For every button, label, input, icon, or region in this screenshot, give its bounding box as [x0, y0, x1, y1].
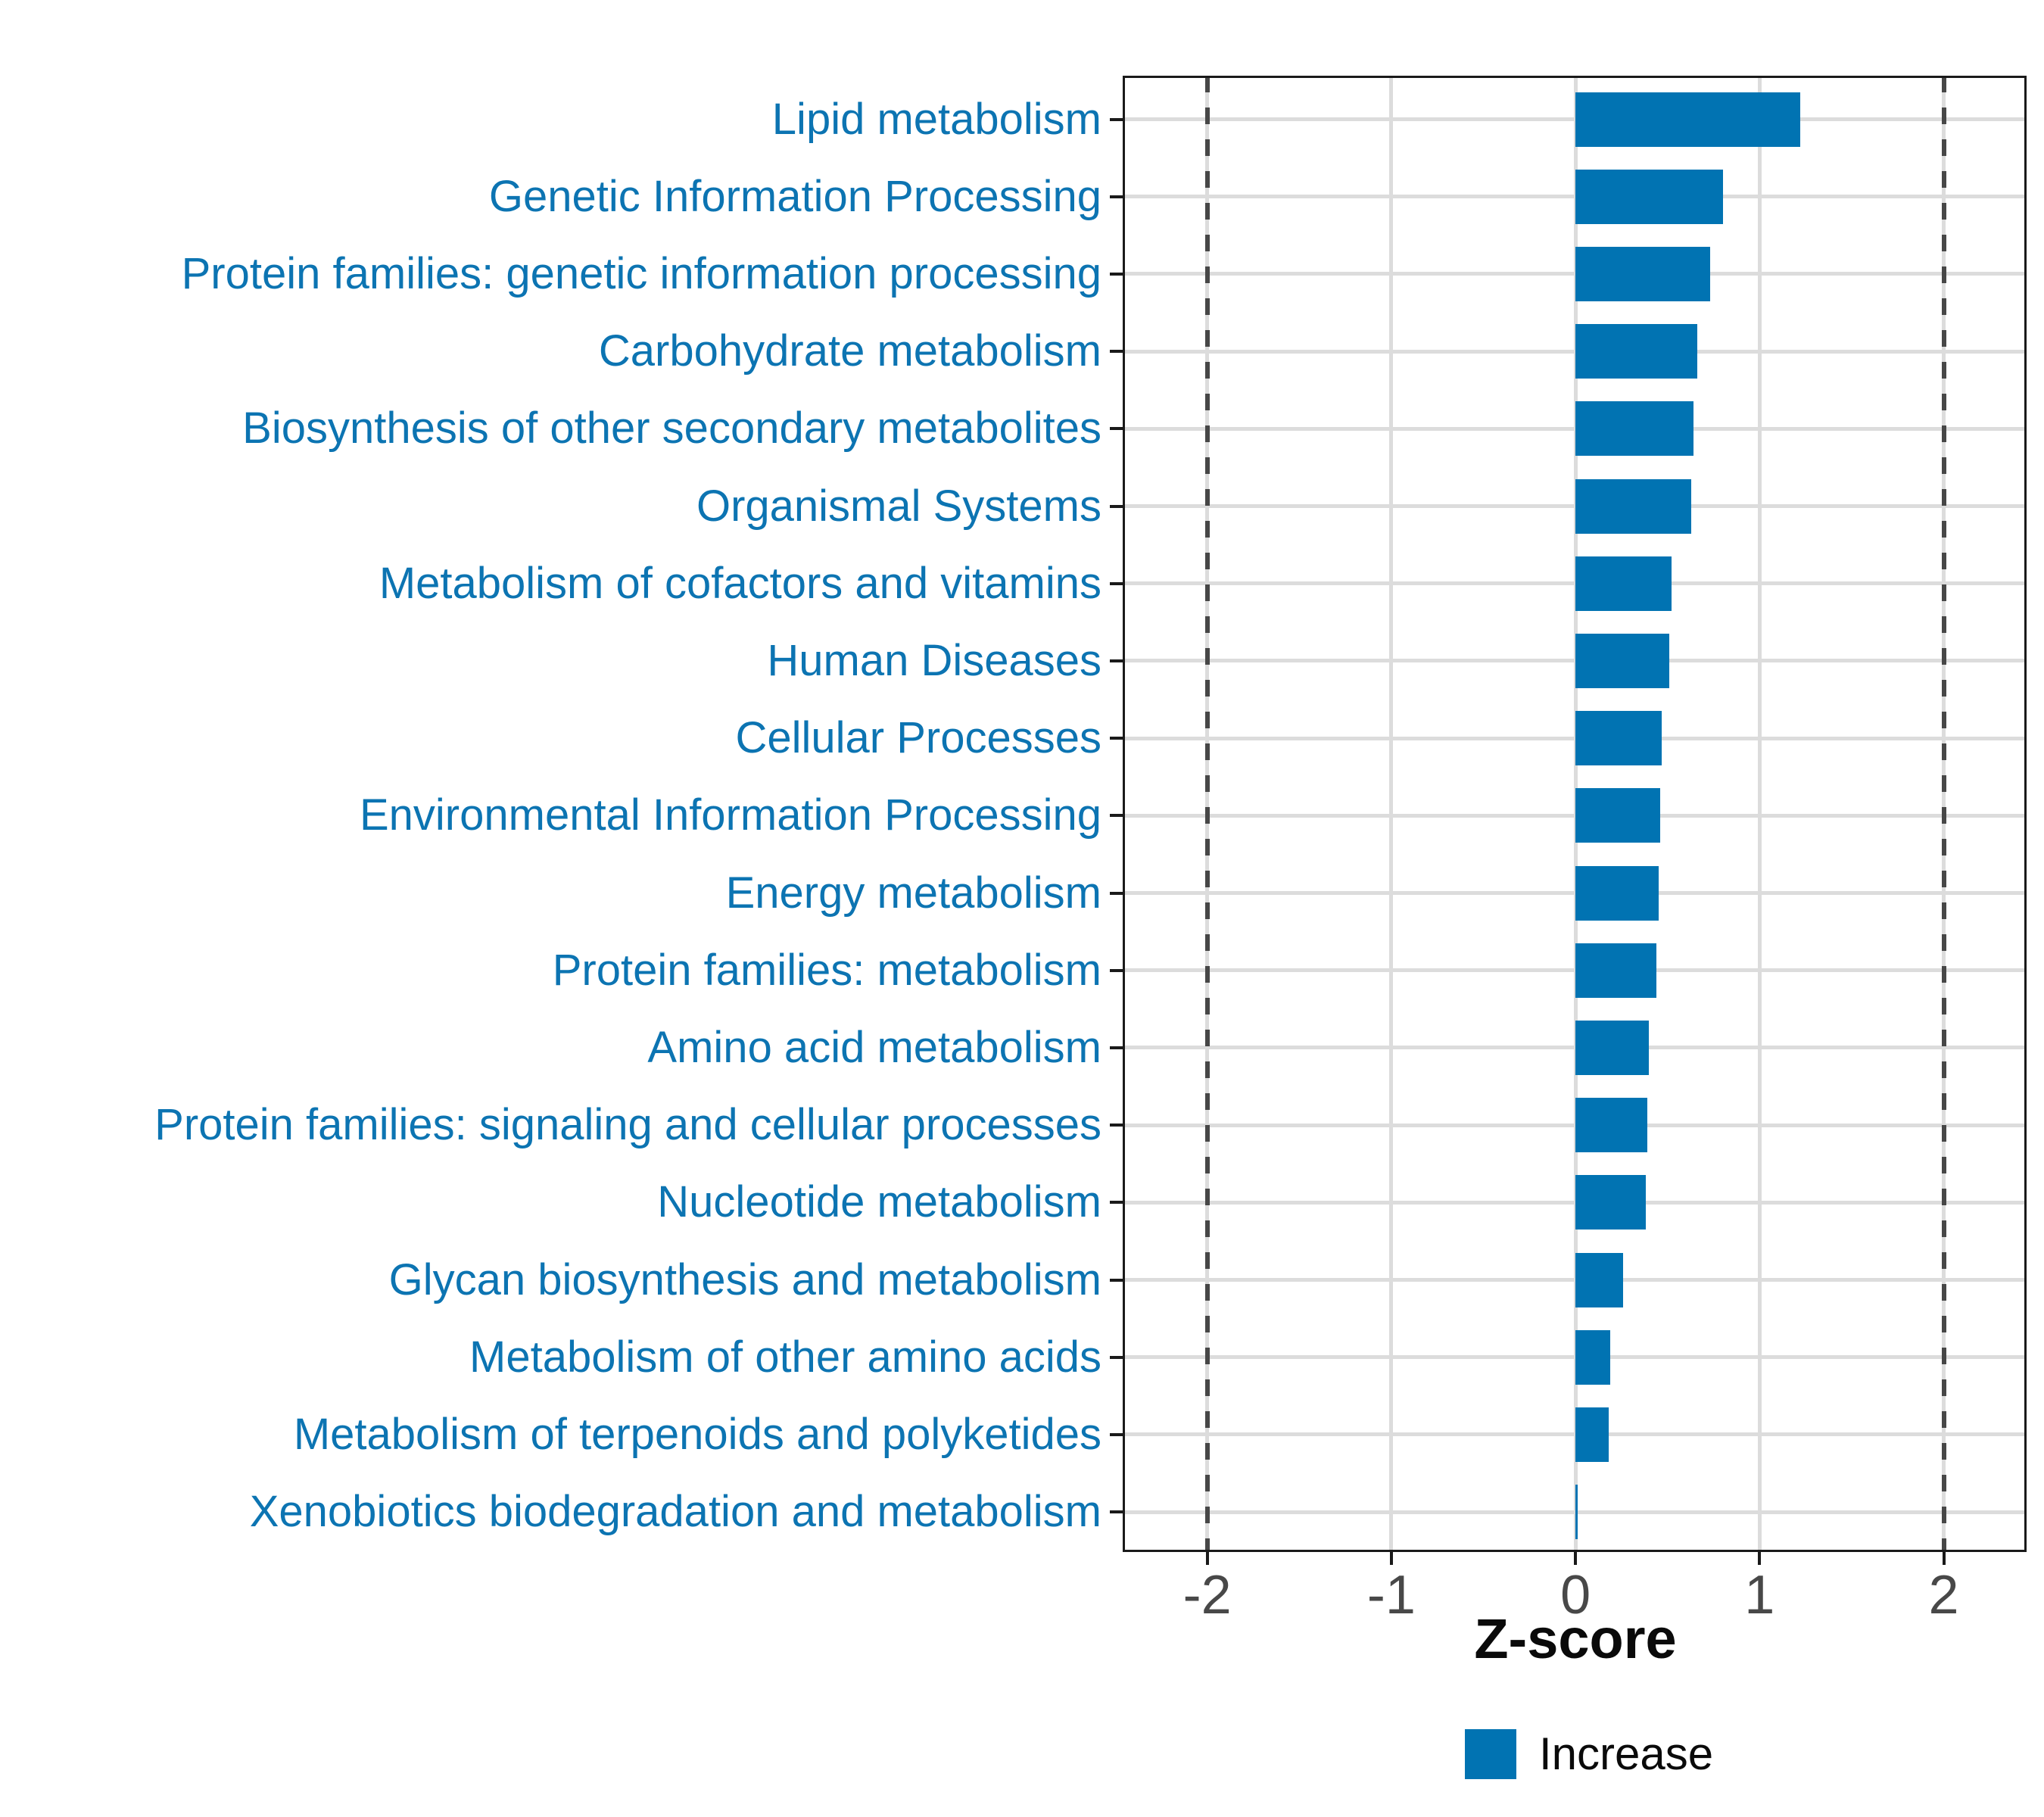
y-tick-mark — [1110, 504, 1123, 508]
bar — [1575, 788, 1660, 843]
y-gridline — [1123, 1123, 2027, 1127]
y-tick-mark — [1110, 1046, 1123, 1049]
y-tick-mark — [1110, 272, 1123, 276]
bar — [1575, 169, 1723, 224]
y-axis-category-label: Amino acid metabolism — [647, 1022, 1101, 1072]
reference-dashed-line — [1941, 76, 1946, 1552]
y-axis-category-label: Metabolism of cofactors and vitamins — [379, 558, 1101, 608]
y-tick-mark — [1110, 737, 1123, 740]
y-gridline — [1123, 117, 2027, 121]
y-tick-mark — [1110, 1278, 1123, 1282]
y-axis-category-label: Xenobiotics biodegradation and metabolis… — [249, 1487, 1101, 1537]
y-gridline — [1123, 1510, 2027, 1514]
legend: Increase — [1465, 1729, 1713, 1779]
y-gridline — [1123, 272, 2027, 276]
x-tick-mark — [1758, 1552, 1762, 1565]
bar — [1575, 92, 1800, 147]
y-gridline — [1123, 504, 2027, 508]
y-tick-mark — [1110, 427, 1123, 431]
bar — [1575, 1098, 1647, 1153]
y-gridline — [1123, 581, 2027, 586]
y-gridline — [1123, 195, 2027, 199]
y-gridline — [1123, 813, 2027, 818]
x-tick-mark — [1574, 1552, 1578, 1565]
x-tick-label: -2 — [1182, 1565, 1232, 1625]
bar — [1575, 1252, 1624, 1307]
y-axis-category-label: Energy metabolism — [725, 868, 1101, 918]
x-tick-label: 0 — [1560, 1565, 1591, 1625]
y-tick-mark — [1110, 814, 1123, 818]
y-axis-category-label: Protein families: metabolism — [552, 945, 1101, 995]
y-axis-category-label: Environmental Information Processing — [359, 790, 1101, 840]
y-tick-mark — [1110, 1432, 1123, 1436]
y-gridline — [1123, 659, 2027, 663]
y-axis-category-label: Nucleotide metabolism — [657, 1177, 1101, 1227]
y-axis-category-label: Protein families: genetic information pr… — [181, 248, 1101, 298]
y-gridline — [1123, 349, 2027, 354]
bar — [1575, 711, 1662, 766]
y-axis-category-label: Human Diseases — [767, 635, 1101, 685]
y-gridline — [1123, 1200, 2027, 1205]
y-tick-mark — [1110, 581, 1123, 585]
y-tick-mark — [1110, 659, 1123, 662]
x-tick-label: 2 — [1928, 1565, 1959, 1625]
x-tick-mark — [1942, 1552, 1946, 1565]
y-axis-category-label: Metabolism of other amino acids — [469, 1332, 1101, 1382]
y-tick-mark — [1110, 195, 1123, 198]
x-axis-title: Z-score — [1474, 1607, 1677, 1670]
reference-dashed-line — [1204, 76, 1210, 1552]
y-tick-mark — [1110, 117, 1123, 121]
bar — [1575, 401, 1693, 457]
x-tick-mark — [1205, 1552, 1209, 1565]
bar — [1575, 324, 1697, 379]
legend-swatch-increase — [1465, 1729, 1516, 1779]
y-tick-mark — [1110, 891, 1123, 895]
bar — [1575, 1020, 1650, 1075]
plot-panel — [1123, 76, 2027, 1552]
y-tick-mark — [1110, 968, 1123, 972]
y-gridline — [1123, 1278, 2027, 1282]
y-axis-category-label: Lipid metabolism — [771, 94, 1101, 144]
y-gridline — [1123, 736, 2027, 740]
y-axis-category-label: Glycan biosynthesis and metabolism — [388, 1254, 1101, 1304]
y-tick-mark — [1110, 1510, 1123, 1514]
y-axis-category-label: Carbohydrate metabolism — [598, 326, 1101, 376]
bar — [1575, 478, 1692, 534]
x-tick-label: 1 — [1744, 1565, 1775, 1625]
y-gridline — [1123, 1432, 2027, 1437]
bar — [1575, 1407, 1609, 1462]
bar — [1575, 1175, 1646, 1230]
bar — [1575, 865, 1659, 921]
y-axis-category-label: Organismal Systems — [696, 481, 1101, 531]
x-tick-mark — [1389, 1552, 1393, 1565]
y-tick-mark — [1110, 350, 1123, 354]
legend-label-increase: Increase — [1539, 1728, 1714, 1779]
y-axis-category-label: Genetic Information Processing — [488, 171, 1101, 221]
bar — [1575, 556, 1672, 611]
y-gridline — [1123, 968, 2027, 973]
bar — [1575, 633, 1670, 688]
y-axis-category-label: Protein families: signaling and cellular… — [154, 1100, 1101, 1150]
bar — [1575, 1329, 1611, 1385]
y-axis-category-label: Metabolism of terpenoids and polyketides — [293, 1409, 1101, 1459]
y-gridline — [1123, 1355, 2027, 1360]
bar — [1575, 1485, 1578, 1540]
bar — [1575, 246, 1710, 301]
y-tick-mark — [1110, 1355, 1123, 1359]
y-gridline — [1123, 891, 2027, 895]
y-tick-mark — [1110, 1124, 1123, 1127]
y-axis-category-label: Biosynthesis of other secondary metaboli… — [242, 404, 1101, 453]
bar — [1575, 943, 1657, 998]
y-gridline — [1123, 426, 2027, 431]
y-tick-mark — [1110, 1201, 1123, 1205]
x-tick-label: -1 — [1366, 1565, 1416, 1625]
y-axis-category-label: Cellular Processes — [735, 713, 1101, 763]
y-gridline — [1123, 1046, 2027, 1050]
